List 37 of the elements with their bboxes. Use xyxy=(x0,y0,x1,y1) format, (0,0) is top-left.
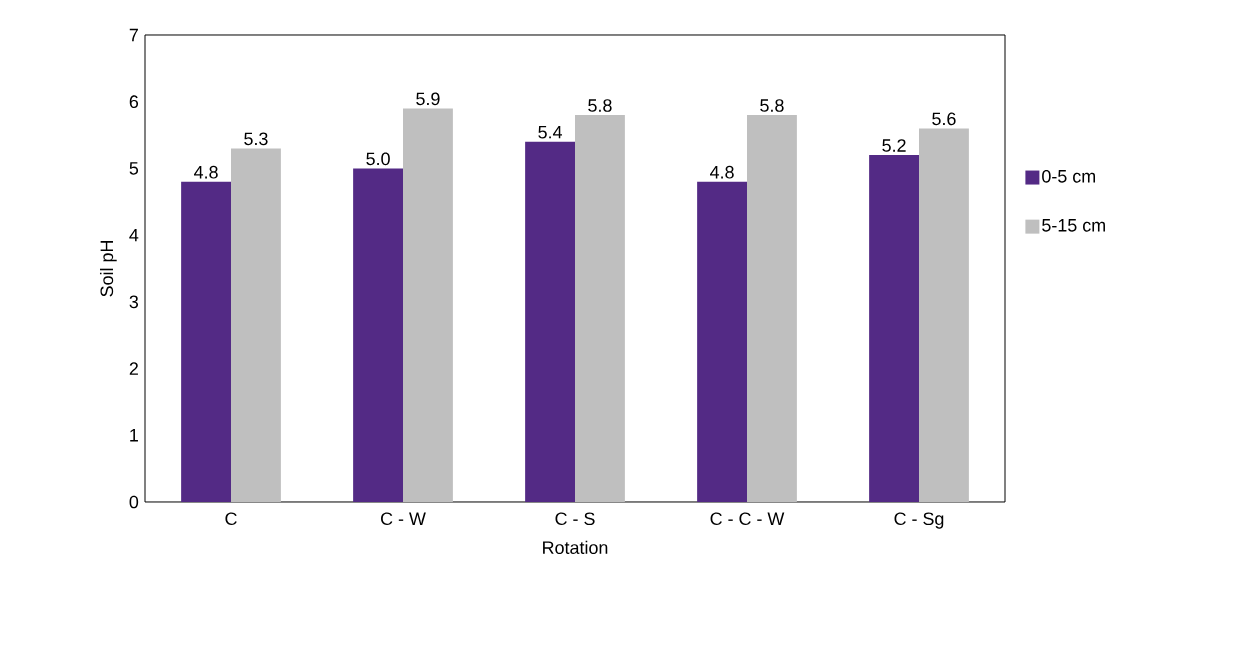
x-tick-label: C xyxy=(225,512,237,526)
bar xyxy=(697,181,748,502)
bar xyxy=(919,128,969,502)
data-label: 4.8 xyxy=(710,165,734,179)
data-label: 5.9 xyxy=(416,92,440,106)
y-tick-label: 2 xyxy=(129,362,138,375)
data-label: 5.8 xyxy=(588,99,612,112)
x-tick-label: C - C - W xyxy=(710,512,785,526)
bar xyxy=(181,181,232,502)
y-tick-label: 1 xyxy=(130,429,138,442)
data-label: 5.2 xyxy=(882,139,906,152)
data-label: 5.0 xyxy=(366,152,390,166)
y-axis-title: Soil pH xyxy=(99,241,117,297)
y-tick-label: 0 xyxy=(129,495,139,509)
y-tick-label: 6 xyxy=(129,95,139,109)
y-tick-label: 5 xyxy=(129,162,139,175)
y-tick-label: 3 xyxy=(129,295,139,309)
bar xyxy=(575,115,625,502)
x-axis-title: Rotation xyxy=(543,540,608,554)
data-label: 5.4 xyxy=(538,126,563,139)
bar xyxy=(353,168,404,502)
data-label: 5.6 xyxy=(932,112,956,126)
data-label: 5.3 xyxy=(244,132,268,146)
legend-label: 0-5 cm xyxy=(1042,169,1096,183)
x-tick-label: C - S xyxy=(555,512,595,526)
y-tick-label: 7 xyxy=(129,28,138,42)
data-label: 4.8 xyxy=(194,165,218,179)
x-tick-label: C - Sg xyxy=(894,512,944,529)
bar xyxy=(525,141,576,502)
x-tick-label: C - W xyxy=(381,512,426,526)
y-tick-label: 4 xyxy=(129,228,139,242)
bar xyxy=(869,155,920,502)
legend-label: 5-15 cm xyxy=(1042,219,1105,232)
bar xyxy=(747,115,797,502)
data-label: 5.8 xyxy=(760,99,784,112)
bar xyxy=(403,108,453,502)
bar xyxy=(231,148,281,502)
